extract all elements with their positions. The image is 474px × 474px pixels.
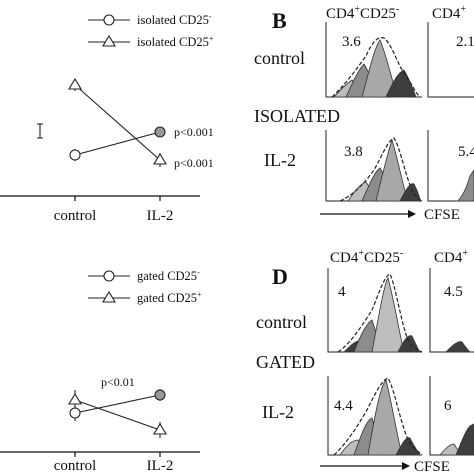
panel-letter-b: B (272, 8, 287, 33)
data-point-gated-cd25-neg-il2 (154, 389, 166, 401)
x-tick-label-control: control (54, 458, 97, 474)
histogram-d-il2-cd25neg (327, 376, 423, 456)
histogram-b-control-cd25neg (325, 22, 422, 98)
histogram-b-il2-cd4pos (427, 130, 474, 202)
column-header-cd4-cd25-neg: CD4+CD25- (326, 4, 399, 22)
legend-label-cd25-neg: isolated CD25- (137, 12, 212, 27)
top-left-chart: isolated CD25- isolated CD25+ control IL… (0, 12, 214, 224)
percentage-value: 4.5 (444, 284, 463, 300)
series-line-cd25-pos (74, 84, 161, 161)
triangle-marker-icon (102, 34, 116, 47)
circle-marker-icon (103, 270, 115, 282)
panel-letter-d: D (272, 264, 288, 289)
legend-label-cd25-pos: isolated CD25+ (137, 34, 214, 49)
axis-label-cfse: CFSE (414, 459, 450, 474)
histogram-b-il2-cd25neg (325, 130, 423, 202)
row-label-isolated: ISOLATED (254, 106, 340, 126)
column-header-cd4-pos: CD4+ (432, 4, 466, 22)
row-label-il2: IL-2 (262, 402, 294, 422)
percentage-value: 5.4 (458, 144, 474, 160)
panel-d: D CD4+CD25- CD4+ control GATED IL-2 4 4.… (256, 248, 474, 474)
arrow-head-icon (402, 462, 410, 470)
histogram-d-control-cd25neg (327, 268, 423, 353)
bottom-left-chart: gated CD25- gated CD25+ control IL-2 p<0… (0, 268, 202, 474)
x-tick-label-control: control (54, 208, 97, 224)
row-label-il2: IL-2 (264, 150, 296, 170)
row-label-control: control (256, 312, 307, 332)
percentage-value: 4.4 (334, 398, 353, 414)
axis-label-cfse: CFSE (424, 207, 460, 223)
column-header-cd4-cd25-neg: CD4+CD25- (330, 248, 403, 266)
circle-marker-icon (103, 14, 115, 26)
data-point-cd25-neg-il2 (154, 126, 166, 138)
data-point-cd25-pos-control (68, 77, 82, 90)
arrow-head-icon (408, 210, 416, 218)
x-tick-label-il2: IL-2 (147, 458, 174, 474)
percentage-value: 3.6 (342, 34, 361, 50)
percentage-value: 4 (338, 284, 346, 300)
data-point-gated-cd25-pos-control (68, 392, 82, 405)
data-point-gated-cd25-neg-control (69, 407, 81, 419)
bottom-left-legend: gated CD25- gated CD25+ (88, 268, 202, 305)
p-value-label: p<0.01 (101, 375, 135, 389)
series-line-gated-cd25-pos (74, 399, 161, 431)
top-left-legend: isolated CD25- isolated CD25+ (88, 12, 214, 49)
p-value-label: p<0.001 (174, 156, 214, 170)
triangle-marker-icon (102, 290, 116, 303)
x-tick-label-il2: IL-2 (147, 208, 174, 224)
row-label-control: control (254, 48, 305, 68)
histogram-d-il2-cd4pos (429, 376, 474, 456)
legend-label-gated-cd25-pos: gated CD25+ (137, 290, 202, 305)
data-point-cd25-neg-control (69, 149, 81, 161)
series-line-cd25-neg (74, 131, 161, 156)
histogram-d-control-cd4pos (429, 268, 474, 353)
panel-b: B CD4+CD25- CD4+ control ISOLATED IL-2 3… (254, 4, 474, 223)
scale-bar (37, 123, 43, 139)
data-point-cd25-pos-il2 (153, 152, 167, 165)
legend-label-gated-cd25-neg: gated CD25- (137, 268, 200, 283)
data-point-gated-cd25-pos-il2 (153, 422, 167, 435)
row-label-gated: GATED (256, 352, 315, 372)
percentage-value: 2.1 (456, 34, 474, 50)
percentage-value: 3.8 (344, 144, 363, 160)
column-header-cd4-pos: CD4+ (434, 248, 468, 266)
series-line-gated-cd25-neg (74, 394, 161, 414)
percentage-value: 6 (444, 398, 452, 414)
histogram-b-control-cd4pos (427, 22, 474, 98)
p-value-label: p<0.001 (174, 125, 214, 139)
